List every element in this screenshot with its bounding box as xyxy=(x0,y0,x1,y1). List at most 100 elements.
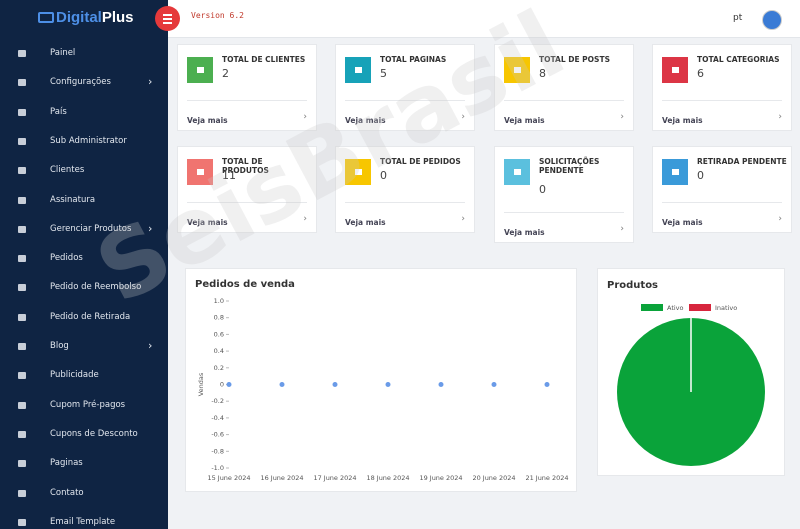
submenu-arrow: › xyxy=(148,339,153,352)
card-icon xyxy=(187,57,213,83)
user-avatar[interactable] xyxy=(762,10,782,30)
nav-icon xyxy=(18,489,26,497)
stat-card: RETIRADA PENDENTE 0 Veja mais › xyxy=(652,146,792,233)
nav-item[interactable]: Cupons de Desconto xyxy=(0,422,168,448)
nav-icon xyxy=(18,50,26,57)
submenu-arrow: › xyxy=(148,75,153,89)
stat-card: TOTAL CATEGORIAS 6 Veja mais › xyxy=(652,44,792,131)
nav-item[interactable]: Publicidade xyxy=(0,363,168,389)
y-tick-label: 0 xyxy=(220,381,224,389)
language-selector[interactable]: pt xyxy=(733,13,743,23)
line-chart: Pedidos de venda Vendas 1.0 0.8 0.6 0.4 0.2 0 -0… xyxy=(195,279,569,482)
card-value: 2 xyxy=(222,67,229,80)
icon-glyph xyxy=(514,169,521,175)
nav-label: Paginas xyxy=(50,458,83,469)
x-tick-label: 20 June 2024 xyxy=(472,474,515,482)
card-title: TOTAL PAGINAS xyxy=(380,55,447,64)
nav-icon xyxy=(18,137,26,145)
nav-label: Contato xyxy=(50,487,84,498)
nav-item[interactable]: Pedido de Retirada xyxy=(0,305,168,331)
nav-label: Pedido de Reembolso xyxy=(50,282,142,293)
card-title: TOTAL DE PRODUTOS xyxy=(222,157,269,175)
card-value: 11 xyxy=(222,169,236,182)
nav-item[interactable]: Gerenciar Produtos › xyxy=(0,217,168,243)
nav-icon xyxy=(18,196,26,204)
nav-icon xyxy=(18,343,26,350)
nav-label: Publicidade xyxy=(50,370,99,381)
sales-panel: Pedidos de venda Vendas 1.0 0.8 0.6 0.4 0.2 0 -0… xyxy=(185,268,577,492)
divider xyxy=(345,100,465,101)
stat-card: SOLICITAÇÕES PENDENTE 0 Veja mais › xyxy=(494,146,634,243)
nav-icon xyxy=(18,372,26,380)
y-tick-label: -1.0 xyxy=(211,464,224,472)
card-arrow: › xyxy=(778,214,782,224)
icon-glyph xyxy=(197,67,204,73)
version: Version 6.2 xyxy=(191,11,244,20)
x-tick-label: 19 June 2024 xyxy=(419,474,462,482)
y-tick-label: -0.4 xyxy=(211,414,224,422)
card-link[interactable]: Veja mais xyxy=(504,228,545,237)
y-tick-label: 0.8 xyxy=(214,314,224,322)
divider xyxy=(662,100,782,101)
nav-icon xyxy=(18,430,26,438)
card-title: SOLICITAÇÕES PENDENTE xyxy=(539,157,600,175)
legend-swatch xyxy=(689,304,711,311)
logo[interactable]: DigitalPlus xyxy=(38,9,134,26)
nav-item[interactable]: Email Template xyxy=(0,510,168,529)
nav-item[interactable]: Sub Administrator xyxy=(0,129,168,155)
nav-item[interactable]: Blog › xyxy=(0,334,168,360)
card-link[interactable]: Veja mais xyxy=(187,116,228,125)
nav-icon xyxy=(18,313,26,321)
nav-item[interactable]: Pedido de Reembolso xyxy=(0,275,168,301)
menu-toggle[interactable] xyxy=(155,6,180,31)
stat-card: TOTAL DE PRODUTOS 11 Veja mais › xyxy=(177,146,317,233)
nav-item[interactable]: Configurações › xyxy=(0,70,168,96)
card-value: 0 xyxy=(380,169,387,182)
card-link[interactable]: Veja mais xyxy=(504,116,545,125)
card-link[interactable]: Veja mais xyxy=(345,218,386,227)
chart-title: Produtos xyxy=(607,280,658,291)
nav-item[interactable]: País xyxy=(0,100,168,126)
nav-item[interactable]: Cupom Pré-pagos xyxy=(0,393,168,419)
card-value: 8 xyxy=(539,67,546,80)
nav-label: Clientes xyxy=(50,165,85,176)
nav-icon xyxy=(18,460,26,468)
nav-item[interactable]: Painel xyxy=(0,41,168,67)
card-icon xyxy=(662,159,688,185)
card-icon xyxy=(187,159,213,185)
x-tick-label: 18 June 2024 xyxy=(366,474,409,482)
legend-swatch xyxy=(641,304,663,311)
card-value: 0 xyxy=(539,183,546,196)
icon-glyph xyxy=(514,67,521,73)
card-link[interactable]: Veja mais xyxy=(662,116,703,125)
point xyxy=(279,382,285,387)
card-link[interactable]: Veja mais xyxy=(662,218,703,227)
nav-item[interactable]: Assinatura xyxy=(0,188,168,214)
nav-icon xyxy=(18,401,26,409)
card-arrow: › xyxy=(461,112,465,122)
nav-item[interactable]: Contato xyxy=(0,481,168,507)
legend-label: Ativo xyxy=(667,304,684,312)
nav-label: Pedido de Retirada xyxy=(50,311,131,322)
card-link[interactable]: Veja mais xyxy=(345,116,386,125)
card-icon xyxy=(662,57,688,83)
stat-card: TOTAL DE PEDIDOS 0 Veja mais › xyxy=(335,146,475,233)
card-value: 5 xyxy=(380,67,387,80)
card-arrow: › xyxy=(461,214,465,224)
brand-name: Digital xyxy=(56,9,102,26)
stat-card: TOTAL DE CLIENTES 2 Veja mais › xyxy=(177,44,317,131)
y-tick-label: -0.8 xyxy=(211,447,224,455)
icon-glyph xyxy=(355,169,362,175)
point xyxy=(385,382,391,387)
card-value: 6 xyxy=(697,67,704,80)
divider xyxy=(187,202,307,203)
x-tick-label: 16 June 2024 xyxy=(260,474,303,482)
nav-item[interactable]: Pedidos xyxy=(0,246,168,272)
icon-glyph xyxy=(197,169,204,175)
y-tick-label: -0.6 xyxy=(211,431,224,439)
nav-item[interactable]: Clientes xyxy=(0,158,168,184)
card-link[interactable]: Veja mais xyxy=(187,218,228,227)
nav-item[interactable]: Paginas xyxy=(0,451,168,477)
nav-icon xyxy=(18,518,26,526)
